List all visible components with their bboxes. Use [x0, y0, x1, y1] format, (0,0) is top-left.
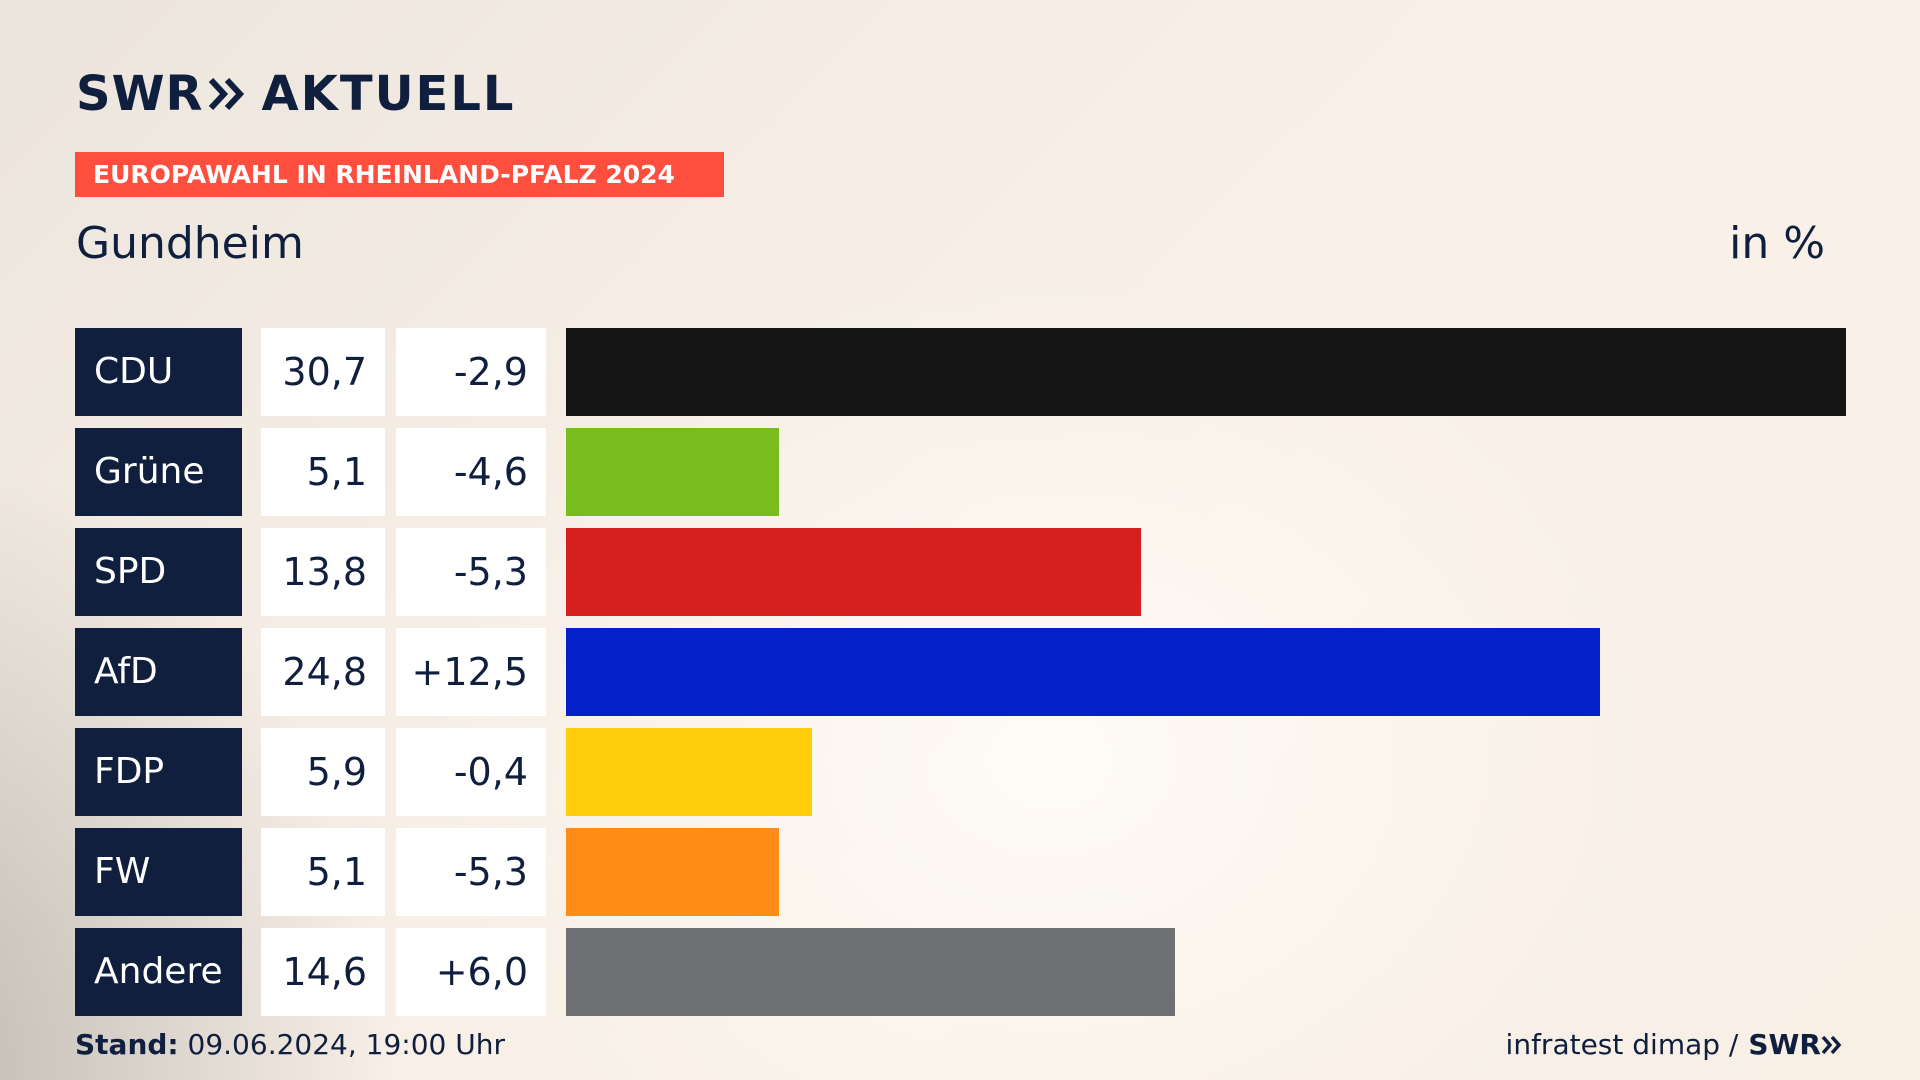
vote-change: -5,3	[396, 528, 546, 616]
result-bar	[566, 728, 812, 816]
party-label: SPD	[75, 528, 242, 616]
party-row: CDU 30,7 -2,9	[75, 328, 1846, 416]
source-credit: infratest dimap / SWR	[1506, 1028, 1843, 1061]
vote-share: 5,9	[261, 728, 385, 816]
vote-share: 13,8	[261, 528, 385, 616]
vote-change: -0,4	[396, 728, 546, 816]
source-brand: SWR	[1748, 1028, 1843, 1061]
party-row: Andere 14,6 +6,0	[75, 928, 1846, 1016]
logo-aktuell-text: AKTUELL	[261, 66, 515, 122]
party-row: SPD 13,8 -5,3	[75, 528, 1846, 616]
vote-share: 14,6	[261, 928, 385, 1016]
source-text: infratest dimap /	[1506, 1028, 1739, 1061]
source-brand-text: SWR	[1748, 1028, 1821, 1061]
party-label: Grüne	[75, 428, 242, 516]
swr-aktuell-logo: SWR AKTUELL	[76, 66, 516, 122]
double-chevron-icon	[1821, 1035, 1843, 1055]
vote-change: -4,6	[396, 428, 546, 516]
party-row: FDP 5,9 -0,4	[75, 728, 1846, 816]
vote-change: +6,0	[396, 928, 546, 1016]
party-row: Grüne 5,1 -4,6	[75, 428, 1846, 516]
vote-share: 5,1	[261, 428, 385, 516]
vote-share: 30,7	[261, 328, 385, 416]
party-label: CDU	[75, 328, 242, 416]
party-label: FW	[75, 828, 242, 916]
double-chevron-icon	[207, 76, 247, 112]
stand-label: Stand:	[75, 1028, 179, 1061]
place-title: Gundheim	[76, 218, 304, 269]
vote-change: +12,5	[396, 628, 546, 716]
vote-change: -5,3	[396, 828, 546, 916]
logo-swr-text: SWR	[76, 66, 203, 122]
result-bar	[566, 528, 1141, 616]
result-bar	[566, 328, 1846, 416]
party-label: AfD	[75, 628, 242, 716]
timestamp: Stand: 09.06.2024, 19:00 Uhr	[75, 1028, 505, 1061]
result-bar	[566, 928, 1175, 1016]
result-bar	[566, 828, 779, 916]
result-bar	[566, 428, 779, 516]
party-row: FW 5,1 -5,3	[75, 828, 1846, 916]
result-bar	[566, 628, 1600, 716]
party-row: AfD 24,8 +12,5	[75, 628, 1846, 716]
party-label: Andere	[75, 928, 242, 1016]
vote-share: 24,8	[261, 628, 385, 716]
stand-value: 09.06.2024, 19:00 Uhr	[188, 1028, 505, 1061]
unit-label: in %	[1729, 218, 1825, 269]
vote-change: -2,9	[396, 328, 546, 416]
party-label: FDP	[75, 728, 242, 816]
election-banner: EUROPAWAHL IN RHEINLAND-PFALZ 2024	[75, 152, 724, 197]
vote-share: 5,1	[261, 828, 385, 916]
